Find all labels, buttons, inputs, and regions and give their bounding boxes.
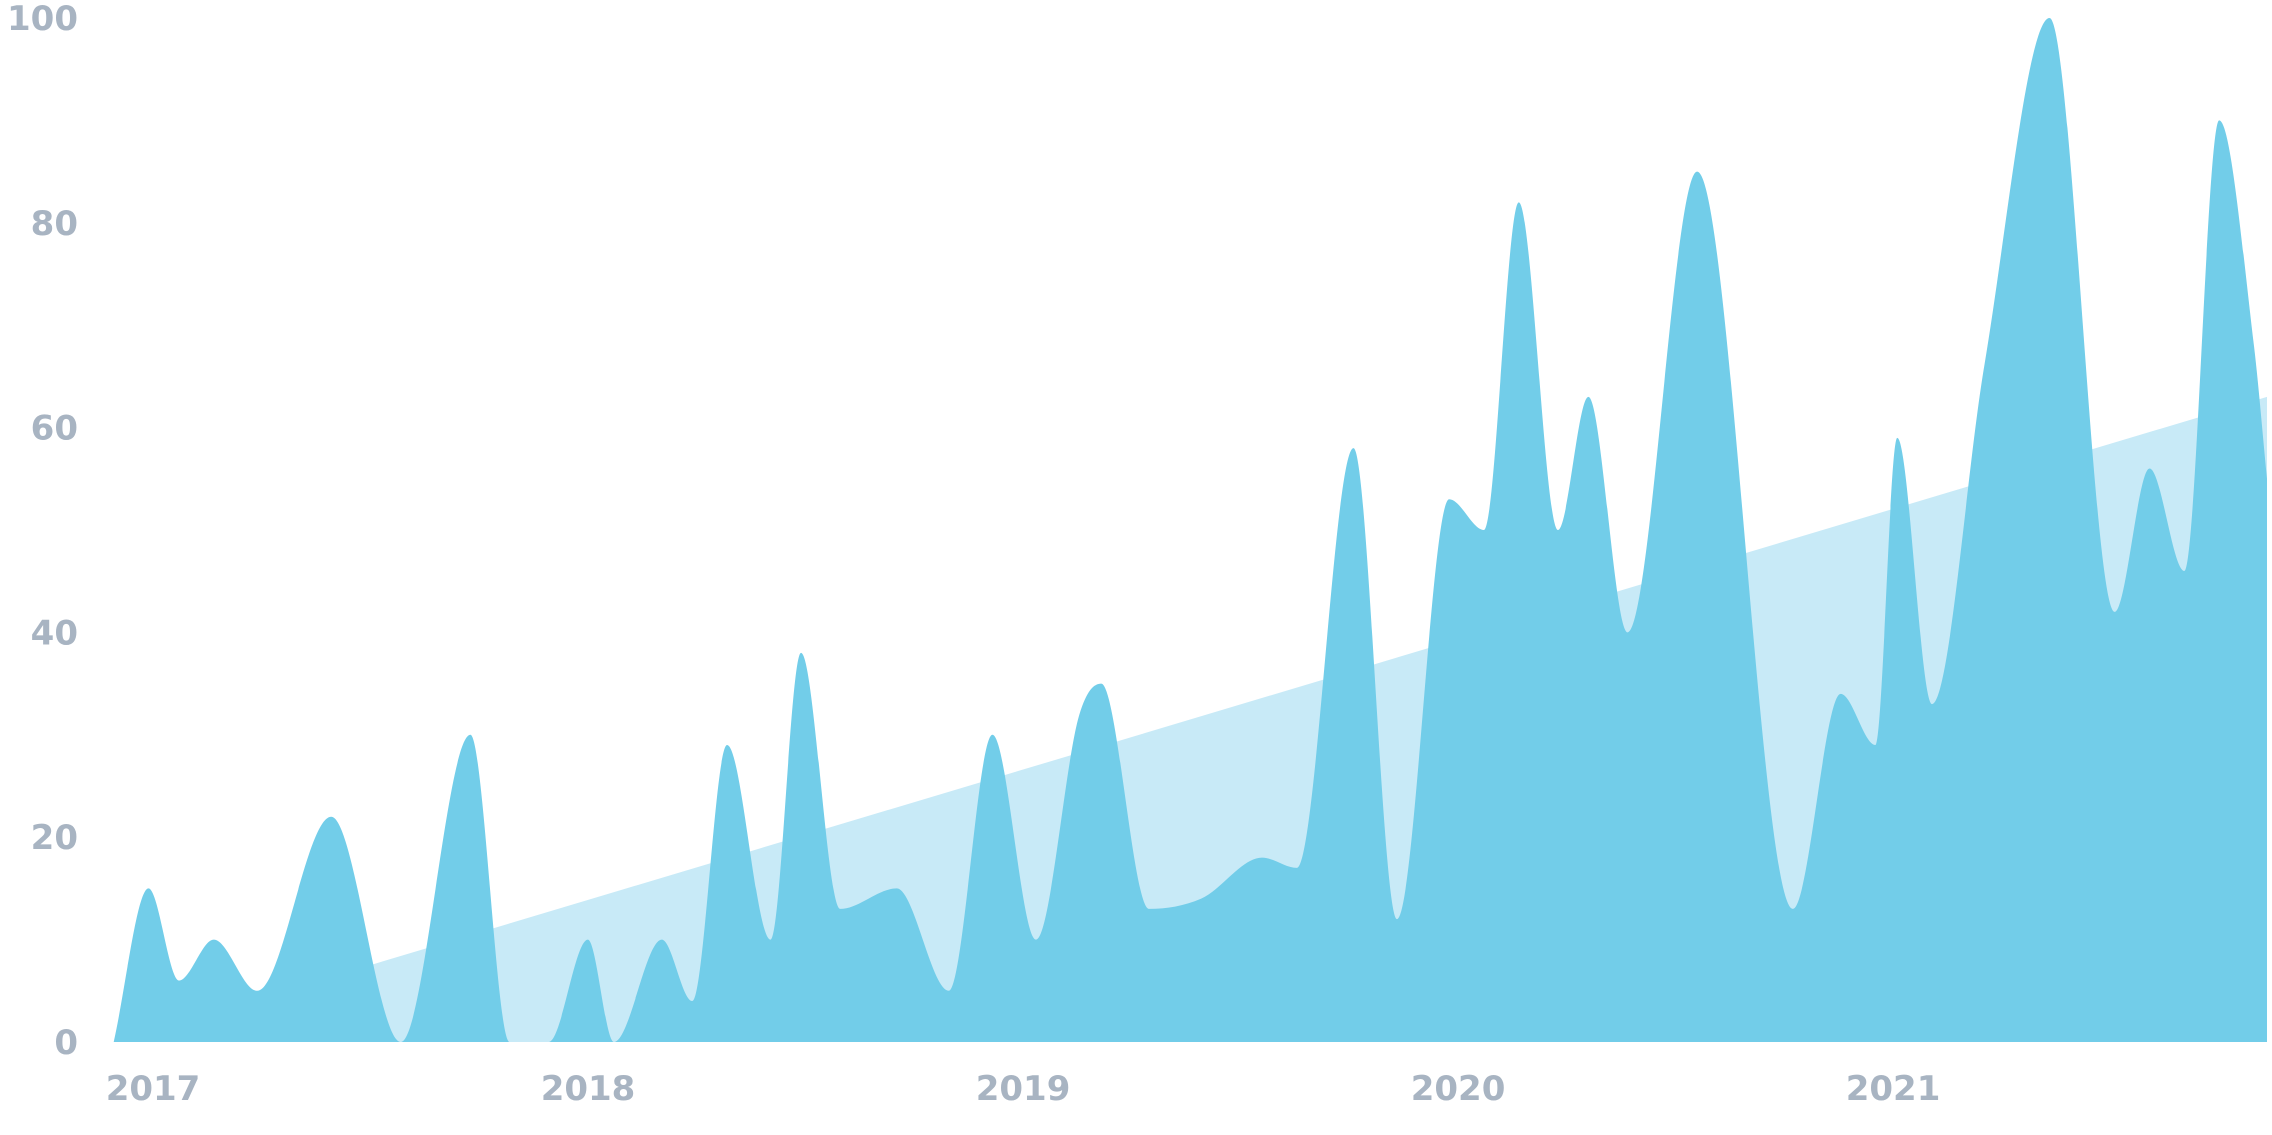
y-axis: 0 20 40 60 80 100 [7,0,78,1063]
plot-area [113,18,2268,1042]
y-tick-label: 0 [54,1023,78,1063]
x-tick-label: 2021 [1846,1069,1941,1109]
y-tick-label: 20 [31,818,78,858]
y-tick-label: 60 [31,409,78,449]
x-tick-label: 2017 [106,1069,201,1109]
y-tick-label: 40 [31,613,78,653]
y-tick-label: 80 [31,204,78,244]
series-area [113,18,2268,1042]
x-tick-label: 2018 [541,1069,636,1109]
x-axis: 2017 2018 2019 2020 2021 [106,1069,1941,1109]
x-tick-label: 2020 [1411,1069,1506,1109]
x-tick-label: 2019 [976,1069,1071,1109]
y-tick-label: 100 [7,0,78,39]
